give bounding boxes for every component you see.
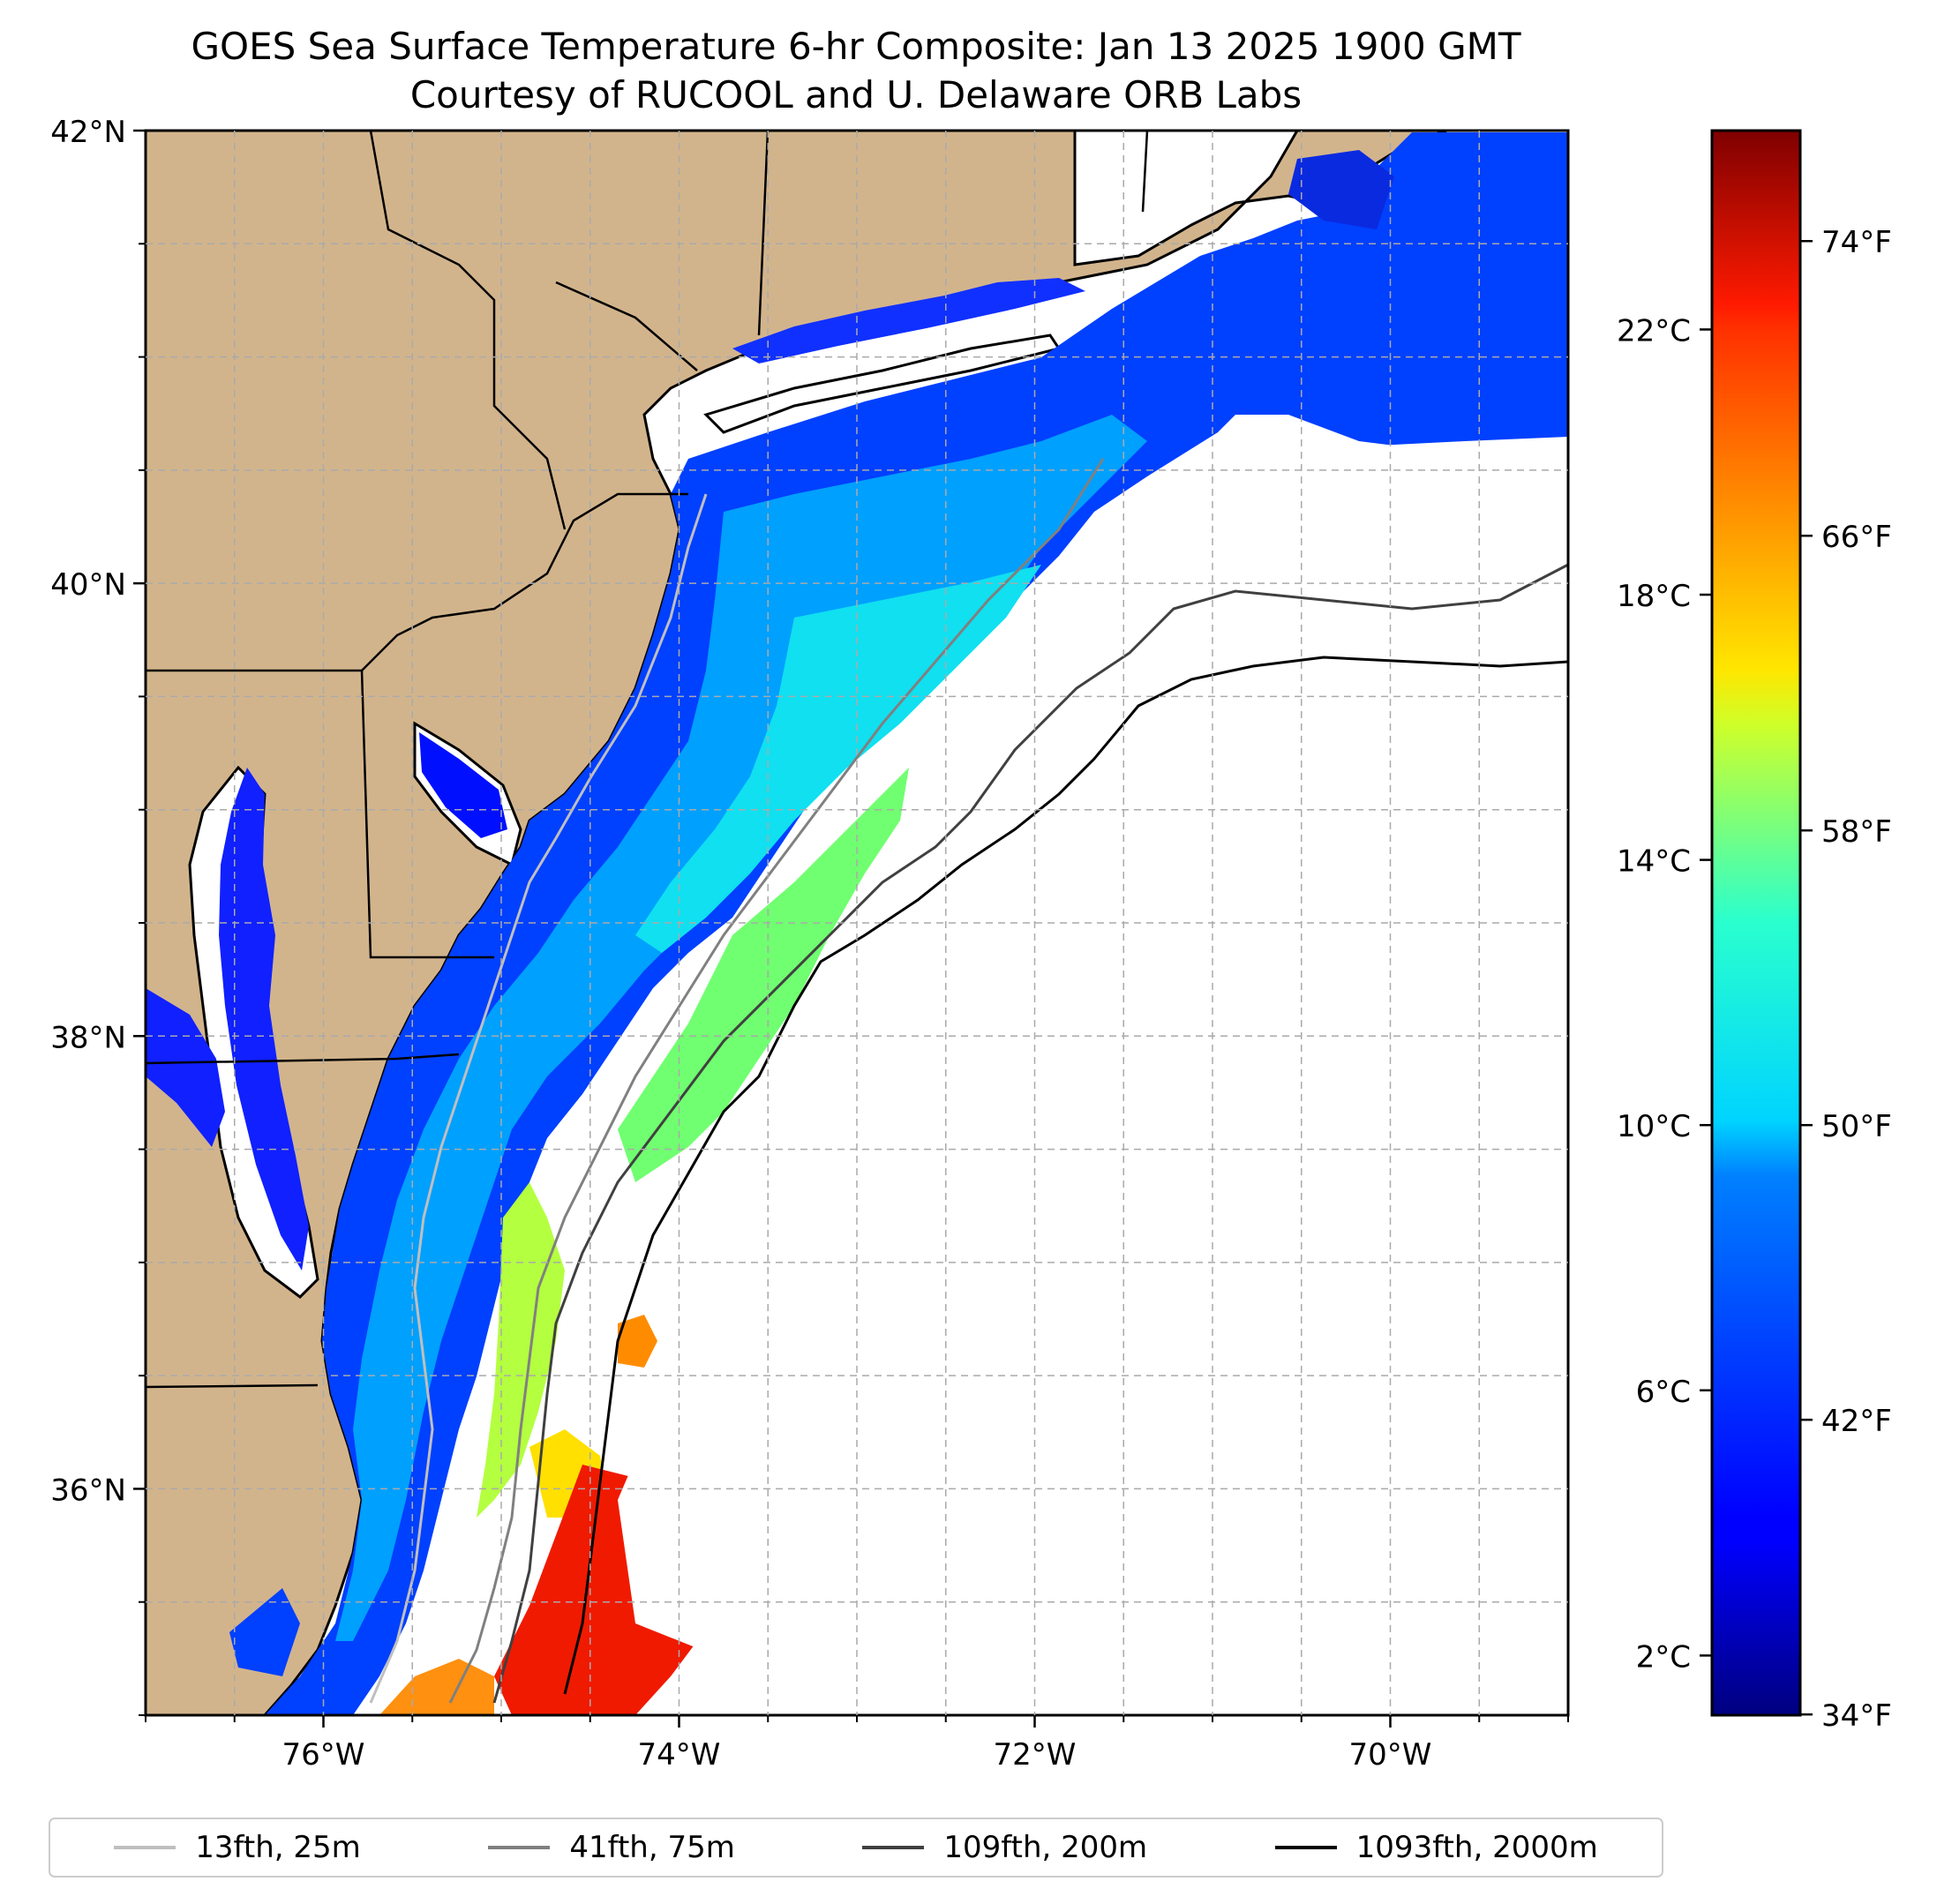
colorbar-f-label: 50°F [1821, 1109, 1892, 1144]
legend-item-25m: 13fth, 25m [114, 1830, 361, 1865]
legend-line-200m [862, 1846, 925, 1849]
legend-line-2000m [1274, 1846, 1337, 1849]
chart-subtitle: Courtesy of RUCOOL and U. Delaware ORB L… [409, 73, 1303, 116]
bathymetry-contours [369, 458, 1568, 1704]
colorbar-c-label: 22°C [1617, 313, 1691, 349]
latitude-axis: 42°N 40°N 38°N 36°N [50, 115, 146, 1716]
contour-75m [448, 458, 1105, 1704]
colorbar-celsius-ticks: 22°C 18°C 14°C 10°C 6°C 2°C [1617, 313, 1712, 1675]
map-figure: 42°N 40°N 38°N 36°N 76°W 74°W 72°W 70°W 22°C 18… [50, 115, 1892, 1773]
colorbar-f-label: 74°F [1821, 225, 1892, 260]
legend: 13fth, 25m 41fth, 75m 109fth, 200m 1093f… [49, 1818, 1663, 1878]
colorbar: 22°C 18°C 14°C 10°C 6°C 2°C 74°F 66°F 58°F 50°F 4… [1617, 129, 1892, 1734]
colorbar-c-label: 18°C [1617, 579, 1691, 614]
legend-item-2000m: 1093fth, 2000m [1274, 1830, 1598, 1865]
contour-2000m [563, 656, 1568, 1695]
lon-tick-label: 72°W [994, 1737, 1077, 1773]
state-borders [146, 131, 1149, 1389]
colorbar-c-label: 6°C [1636, 1375, 1691, 1410]
legend-label: 13fth, 25m [195, 1830, 361, 1865]
lat-tick-label: 42°N [50, 115, 126, 150]
lat-tick-label: 40°N [50, 567, 126, 603]
lon-tick-label: 70°W [1349, 1737, 1432, 1773]
contour-25m [369, 493, 708, 1704]
sst-fields [146, 132, 1568, 1715]
legend-line-75m [488, 1846, 551, 1849]
colorbar-f-label: 58°F [1821, 814, 1892, 850]
colorbar-c-label: 10°C [1617, 1109, 1691, 1144]
lon-tick-label: 76°W [282, 1737, 365, 1773]
lon-tick-label: 74°W [638, 1737, 721, 1773]
legend-line-25m [114, 1846, 176, 1849]
chart-title: GOES Sea Surface Temperature 6-hr Compos… [191, 25, 1521, 68]
colorbar-c-label: 14°C [1617, 844, 1691, 880]
legend-item-75m: 41fth, 75m [488, 1830, 735, 1865]
map-grid [146, 131, 1568, 1715]
lat-tick-label: 36°N [50, 1473, 126, 1508]
lat-tick-label: 38°N [50, 1020, 126, 1055]
legend-label: 1093fth, 2000m [1355, 1830, 1598, 1865]
colorbar-fahrenheit-ticks: 74°F 66°F 58°F 50°F 42°F 34°F [1800, 225, 1892, 1734]
colorbar-c-label: 2°C [1636, 1639, 1691, 1675]
legend-label: 41fth, 75m [569, 1830, 735, 1865]
colorbar-f-label: 66°F [1821, 520, 1892, 555]
colorbar-gradient [1710, 129, 1802, 1717]
contour-200m [492, 563, 1568, 1704]
colorbar-f-label: 34°F [1821, 1698, 1892, 1734]
legend-item-200m: 109fth, 200m [862, 1830, 1147, 1865]
legend-label: 109fth, 200m [943, 1830, 1148, 1865]
longitude-axis: 76°W 74°W 72°W 70°W [145, 1715, 1569, 1773]
colorbar-f-label: 42°F [1821, 1404, 1892, 1439]
